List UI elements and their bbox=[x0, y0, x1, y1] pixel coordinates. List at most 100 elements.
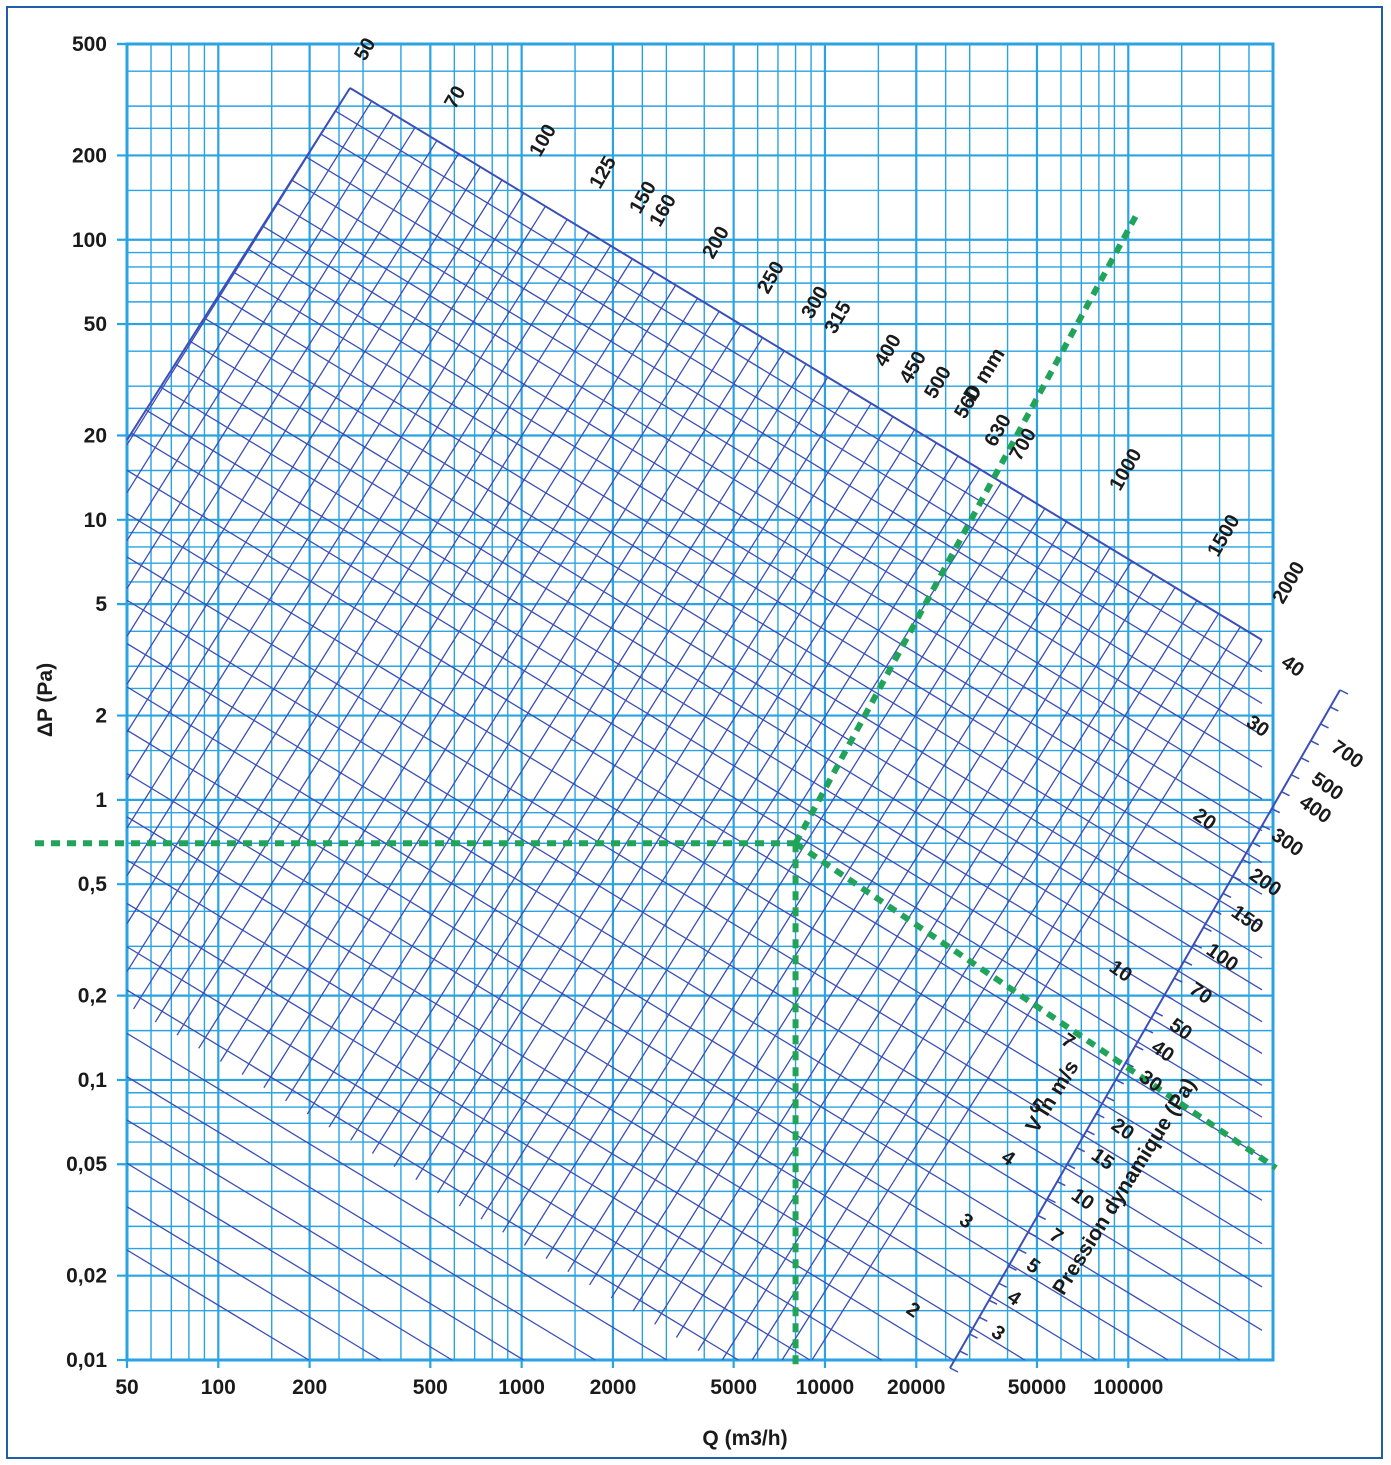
velocity-line bbox=[291, 179, 1263, 768]
velocity-line bbox=[335, 110, 1263, 673]
grid bbox=[117, 42, 1275, 1368]
dynamic-pressure-tick bbox=[1134, 1045, 1144, 1051]
x-tick-label: 100 bbox=[201, 1376, 236, 1399]
x-tick-label: 20000 bbox=[887, 1376, 945, 1399]
x-tick-label: 500 bbox=[413, 1376, 448, 1399]
y-tick-label: 0,05 bbox=[66, 1153, 107, 1176]
y-tick-label: 1 bbox=[95, 789, 107, 812]
diameter-line bbox=[126, 100, 373, 494]
diameter-line bbox=[133, 245, 612, 1010]
velocity-line bbox=[247, 248, 1263, 864]
diameter-line bbox=[154, 258, 633, 1023]
y-tick-label: 5 bbox=[95, 593, 107, 616]
x-tick-label: 100000 bbox=[1093, 1376, 1163, 1399]
dynamic-pressure-tick bbox=[1173, 977, 1183, 983]
velocity-line bbox=[126, 469, 1263, 1158]
velocity-line bbox=[145, 409, 1263, 1086]
y-tick-label: 500 bbox=[72, 33, 107, 56]
diameter-line bbox=[126, 192, 525, 829]
diameter-line bbox=[675, 573, 1154, 1338]
dynamic-pressure-tick bbox=[1027, 1231, 1037, 1238]
x-axis-title: Q (m3/h) bbox=[702, 1427, 787, 1450]
diameter-line bbox=[126, 232, 590, 972]
velocity-line bbox=[126, 686, 1240, 1361]
y-tick-label: 0,2 bbox=[78, 985, 107, 1008]
diameter-line bbox=[502, 468, 981, 1233]
nomogram-top-edge bbox=[349, 87, 1263, 641]
diameter-line bbox=[751, 613, 1220, 1361]
dynamic-pressure-tick bbox=[1251, 841, 1261, 848]
dynamic-pressure-tick bbox=[1164, 994, 1173, 1000]
x-tick-label: 50 bbox=[115, 1376, 138, 1399]
velocity-line bbox=[126, 772, 1097, 1361]
diameter-line bbox=[589, 521, 1068, 1286]
dynamic-pressure-tick bbox=[1125, 1062, 1134, 1068]
diameter-line bbox=[811, 639, 1263, 1361]
diameter-line bbox=[126, 219, 568, 925]
y-tick-label: 100 bbox=[72, 229, 107, 252]
x-tick-label: 50000 bbox=[1008, 1376, 1066, 1399]
dynamic-pressure-tick bbox=[969, 1333, 978, 1339]
dynamic-pressure-tick bbox=[998, 1282, 1008, 1288]
dynamic-pressure-tick bbox=[1047, 1197, 1056, 1204]
diameter-line bbox=[126, 113, 394, 541]
dynamic-pressure-tick bbox=[949, 1367, 959, 1373]
diameter-line bbox=[545, 495, 1024, 1259]
velocity-line bbox=[126, 1076, 596, 1361]
dynamic-pressure-tick bbox=[1105, 1096, 1115, 1102]
dynamic-pressure-tick bbox=[1261, 824, 1271, 831]
dynamic-pressure-tick bbox=[1232, 875, 1242, 882]
dynamic-pressure-label: 700 bbox=[1327, 736, 1367, 773]
velocity-line bbox=[233, 271, 1263, 895]
example-diameter-line bbox=[792, 210, 1141, 845]
diameter-line bbox=[480, 455, 959, 1220]
diameter-line bbox=[198, 284, 677, 1049]
dynamic-pressure-tick bbox=[1183, 960, 1193, 966]
diameter-line bbox=[567, 508, 1046, 1273]
diameter-line bbox=[126, 153, 460, 685]
tick-labels: 50 100 200 500 1000 2000 5000 10000 20000 50000 10… bbox=[66, 33, 1163, 1399]
dynamic-pressure-tick bbox=[1037, 1214, 1047, 1221]
dynamic-pressure-tick bbox=[1115, 1079, 1125, 1085]
dynamic-pressure-tick bbox=[1271, 807, 1281, 814]
diameter-line bbox=[437, 429, 916, 1194]
plot-area bbox=[125, 42, 1275, 1362]
diameter-line bbox=[610, 534, 1089, 1299]
diameter-line bbox=[654, 560, 1133, 1325]
diameter-line bbox=[126, 140, 438, 637]
diameter-line bbox=[523, 481, 1002, 1246]
x-tick-label: 200 bbox=[292, 1376, 327, 1399]
diameter-line bbox=[781, 626, 1241, 1361]
velocity-line bbox=[126, 816, 1026, 1361]
dynamic-pressure-tick bbox=[1242, 858, 1251, 865]
dynamic-pressure-tick bbox=[1339, 689, 1349, 695]
y-axis-title: ΔP (Pa) bbox=[34, 663, 57, 737]
velocity-line bbox=[126, 859, 954, 1361]
x-tick-label: 10000 bbox=[796, 1376, 854, 1399]
velocity-line bbox=[320, 133, 1263, 704]
dynamic-pressure-tick bbox=[1144, 1028, 1154, 1034]
velocity-label: 40 bbox=[1277, 651, 1308, 682]
dynamic-pressure-tick bbox=[1212, 909, 1222, 916]
velocity-line bbox=[126, 643, 1263, 1331]
velocity-line bbox=[126, 1119, 524, 1361]
velocity-line bbox=[126, 599, 1263, 1288]
diameter-line bbox=[219, 297, 698, 1062]
diameter-line bbox=[371, 389, 850, 1154]
dynamic-pressure-tick bbox=[988, 1299, 998, 1305]
dynamic-pressure-tick bbox=[1290, 774, 1300, 780]
dynamic-pressure-tick bbox=[1310, 740, 1320, 746]
velocity-line bbox=[131, 432, 1263, 1118]
dynamic-pressure-tick bbox=[1281, 791, 1290, 797]
diameter-line bbox=[350, 376, 829, 1141]
dynamic-pressure-tick bbox=[1056, 1180, 1066, 1187]
dynamic-pressure-tick bbox=[1203, 926, 1212, 932]
diameter-line bbox=[632, 547, 1111, 1312]
dynamic-pressure-tick bbox=[1222, 892, 1232, 899]
diameter-line bbox=[415, 416, 894, 1181]
velocity-line bbox=[126, 989, 739, 1361]
x-tick-label: 5000 bbox=[710, 1376, 757, 1399]
y-tick-label: 0,02 bbox=[66, 1265, 107, 1288]
diameter-line bbox=[285, 337, 764, 1102]
diameter-line bbox=[126, 166, 481, 733]
